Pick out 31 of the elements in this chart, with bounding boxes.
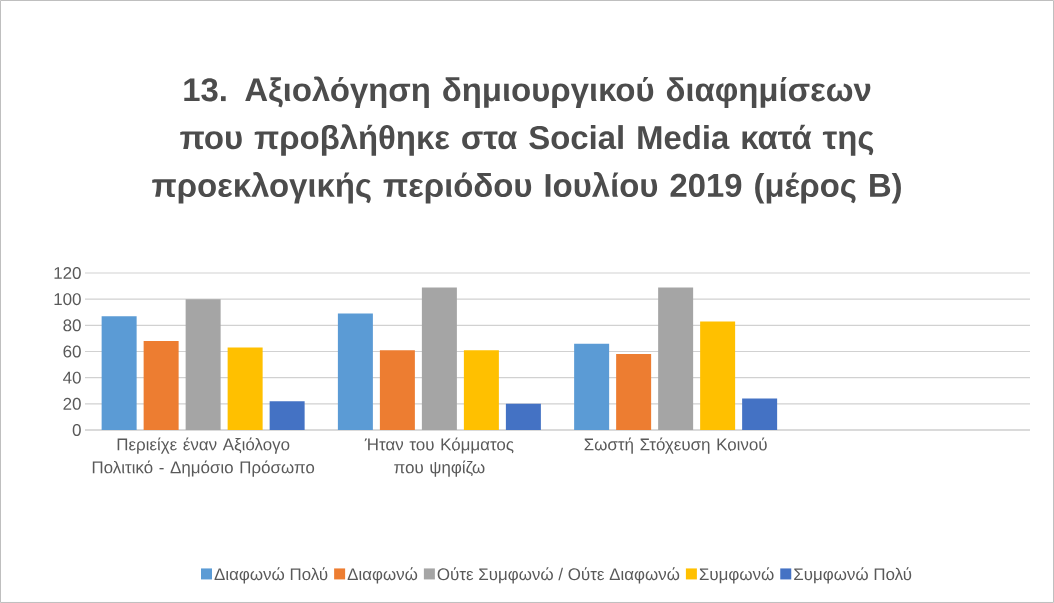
y-tick-label: 100 <box>54 293 81 306</box>
bar <box>337 313 373 430</box>
x-tick-label: Σωστή Στόχευση Κοινού <box>584 437 767 454</box>
bar <box>574 343 610 430</box>
chart-title: 13. Αξιολόγηση δημιουργικού διαφημίσεων που προβλήθηκε στα Social Media κατά της προεκλογικής περιόδου Ιουλίου 2019 (μέρος Β) <box>152 76 901 204</box>
bar <box>463 350 499 430</box>
x-tick-label: Περιείχε έναν Αξιόλογο Πολιτικό - Δημόσιο Πρόσωπο <box>92 437 315 477</box>
bar <box>269 401 305 430</box>
y-tick-label: 20 <box>63 397 81 410</box>
bar <box>421 287 457 430</box>
bar <box>227 347 263 430</box>
legend-label: Ούτε Συμφωνώ / Ούτε Διαφωνώ <box>437 567 680 584</box>
y-tick-label: 60 <box>63 345 81 358</box>
legend-label: Διαφωνώ Πολύ <box>214 567 328 584</box>
bar <box>505 403 541 430</box>
y-tick-label: 120 <box>54 266 81 279</box>
bar <box>101 316 137 430</box>
bar <box>658 287 694 430</box>
y-tick-label: 80 <box>63 319 81 332</box>
bar <box>185 299 221 430</box>
bar <box>742 398 778 430</box>
legend-label: Συμφωνώ <box>699 567 774 584</box>
y-tick-label: 40 <box>63 371 81 384</box>
legend-label: Συμφωνώ Πολύ <box>794 567 912 584</box>
bar <box>379 350 415 430</box>
bar <box>616 354 652 430</box>
bar <box>700 321 736 430</box>
y-tick-label: 0 <box>72 423 81 436</box>
bar <box>143 341 179 430</box>
legend-label: Διαφωνώ <box>347 567 418 584</box>
x-tick-label: Ήταν του Κόμματος που ψηφίζω <box>364 437 514 477</box>
